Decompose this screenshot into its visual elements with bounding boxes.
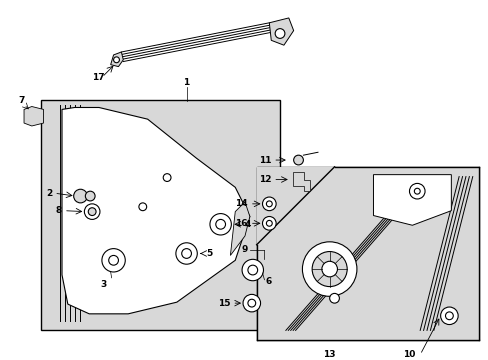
Polygon shape — [62, 108, 249, 314]
Circle shape — [440, 307, 457, 325]
Bar — [256, 167, 478, 340]
Circle shape — [242, 259, 263, 281]
Text: 15: 15 — [218, 299, 230, 308]
Circle shape — [266, 220, 272, 226]
Circle shape — [84, 204, 100, 220]
Circle shape — [85, 191, 95, 201]
Text: 5: 5 — [205, 249, 212, 258]
Text: 2: 2 — [46, 189, 52, 198]
Polygon shape — [24, 107, 43, 126]
Circle shape — [408, 183, 424, 199]
Circle shape — [262, 216, 276, 230]
Text: 3: 3 — [101, 280, 107, 289]
Circle shape — [266, 201, 272, 207]
Circle shape — [293, 155, 303, 165]
Circle shape — [209, 213, 231, 235]
Text: 4: 4 — [244, 220, 251, 229]
Circle shape — [311, 252, 346, 287]
Bar — [256, 167, 478, 340]
Circle shape — [243, 294, 260, 312]
Circle shape — [182, 249, 191, 258]
Text: 13: 13 — [323, 350, 335, 359]
Text: 16: 16 — [235, 219, 247, 228]
Polygon shape — [373, 175, 450, 225]
Polygon shape — [230, 202, 249, 256]
Circle shape — [247, 299, 255, 307]
Polygon shape — [269, 18, 293, 45]
Text: 7: 7 — [18, 96, 24, 105]
Text: 1: 1 — [183, 78, 189, 87]
Circle shape — [113, 57, 119, 63]
Text: 9: 9 — [241, 245, 247, 254]
Text: 11: 11 — [258, 156, 271, 165]
Circle shape — [108, 256, 118, 265]
Circle shape — [413, 188, 419, 194]
Text: 14: 14 — [235, 199, 247, 208]
Polygon shape — [110, 52, 123, 67]
Circle shape — [302, 242, 356, 296]
Circle shape — [88, 208, 96, 216]
Circle shape — [102, 249, 125, 272]
Text: 6: 6 — [265, 277, 271, 286]
Polygon shape — [292, 172, 309, 191]
Circle shape — [321, 261, 337, 277]
Circle shape — [176, 243, 197, 264]
Circle shape — [163, 174, 171, 181]
Circle shape — [445, 312, 452, 320]
Bar — [41, 100, 280, 330]
Circle shape — [74, 189, 87, 203]
Text: 8: 8 — [56, 206, 62, 215]
Circle shape — [247, 265, 257, 275]
Circle shape — [329, 293, 339, 303]
Circle shape — [215, 220, 225, 229]
Circle shape — [262, 197, 276, 211]
Text: 12: 12 — [258, 175, 271, 184]
Circle shape — [275, 29, 285, 39]
Text: 10: 10 — [402, 350, 414, 359]
Text: 17: 17 — [92, 73, 104, 82]
Circle shape — [139, 203, 146, 211]
